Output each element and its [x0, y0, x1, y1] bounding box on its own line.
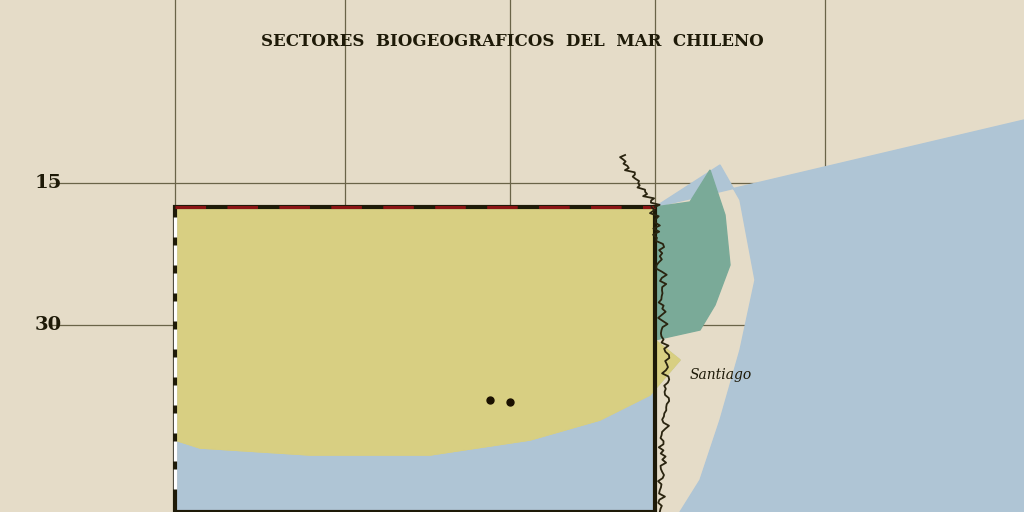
Text: Santiago: Santiago: [690, 368, 753, 382]
Polygon shape: [175, 207, 680, 455]
Text: SECTORES  BIOGEOGRAFICOS  DEL  MAR  CHILENO: SECTORES BIOGEOGRAFICOS DEL MAR CHILENO: [261, 33, 763, 51]
Text: o: o: [182, 298, 188, 308]
Text: 30: 30: [35, 316, 62, 334]
Polygon shape: [655, 120, 1024, 512]
Polygon shape: [175, 207, 680, 455]
Text: 15: 15: [35, 174, 62, 192]
Polygon shape: [655, 170, 730, 340]
Bar: [175, 207, 655, 512]
Polygon shape: [175, 340, 680, 512]
